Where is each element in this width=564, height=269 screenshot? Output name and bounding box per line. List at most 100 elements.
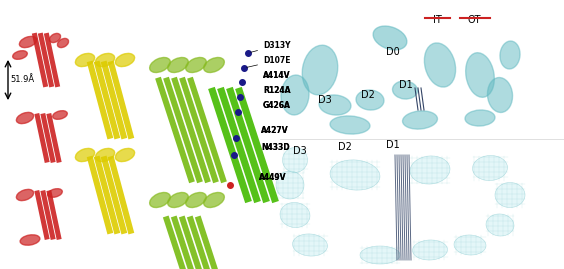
Ellipse shape [168,58,188,73]
Text: A449V: A449V [259,173,287,182]
Ellipse shape [20,235,40,245]
Bar [94,155,120,234]
Bar [195,215,219,269]
Bar [171,77,211,183]
Bar [163,215,187,269]
Text: N433D: N433D [261,143,290,152]
Ellipse shape [50,33,60,43]
Ellipse shape [465,110,495,126]
Text: D3: D3 [293,146,307,156]
Ellipse shape [16,189,34,201]
Bar [34,113,50,163]
Ellipse shape [19,36,37,48]
Ellipse shape [95,54,114,67]
Bar [217,87,261,203]
Ellipse shape [52,111,67,119]
Bar [171,215,195,269]
Text: D313Y: D313Y [250,41,290,52]
Bar [187,215,211,269]
Bar [179,77,219,183]
Bar [94,61,120,139]
Text: G426A: G426A [263,101,291,110]
Ellipse shape [473,155,508,180]
Ellipse shape [302,45,338,95]
Bar [179,215,203,269]
Ellipse shape [356,90,384,110]
Ellipse shape [283,147,307,172]
Ellipse shape [149,193,170,207]
Bar [41,190,56,240]
Bar [87,61,113,139]
Text: A414V: A414V [263,71,290,80]
Bar [108,61,134,139]
Bar [44,33,60,87]
Bar [38,33,54,87]
Bar [101,155,127,234]
Bar [101,61,127,139]
Ellipse shape [466,53,494,97]
Text: A427V: A427V [261,126,289,135]
Ellipse shape [12,51,27,59]
Ellipse shape [280,203,310,228]
Ellipse shape [76,54,95,67]
Bar [41,113,56,163]
Text: D0: D0 [386,47,400,57]
Ellipse shape [168,193,188,207]
Ellipse shape [293,234,328,256]
Bar [163,77,203,183]
Bar [208,87,252,203]
Bar [155,77,195,183]
Text: 51.9Å: 51.9Å [10,76,34,84]
Ellipse shape [487,77,513,112]
Bar [34,190,50,240]
Ellipse shape [58,38,69,48]
Bar [32,33,48,87]
Text: A449V: A449V [259,173,287,182]
Ellipse shape [48,189,62,197]
Ellipse shape [373,26,407,50]
Ellipse shape [495,182,525,207]
Ellipse shape [360,246,400,264]
Text: D2: D2 [338,142,352,152]
Ellipse shape [95,148,114,162]
Ellipse shape [410,156,450,184]
Bar [46,113,61,163]
Ellipse shape [116,148,135,162]
Bar [226,87,270,203]
Bar [46,190,61,240]
Text: G426A: G426A [263,101,291,110]
Text: A414V: A414V [263,71,290,80]
Ellipse shape [116,54,135,67]
Ellipse shape [330,116,370,134]
Bar [0,0,280,269]
Ellipse shape [424,43,456,87]
Text: D107E: D107E [246,56,290,67]
Text: R124A: R124A [263,86,290,95]
Text: D1: D1 [399,80,413,90]
Text: D2: D2 [361,90,375,100]
Bar [87,155,113,234]
Ellipse shape [319,95,351,115]
Text: A427V: A427V [261,126,289,135]
Ellipse shape [486,214,514,236]
Ellipse shape [76,148,95,162]
Text: D1: D1 [386,140,400,150]
Ellipse shape [16,112,34,124]
Ellipse shape [403,111,438,129]
Ellipse shape [281,75,309,115]
Bar [235,87,279,203]
Ellipse shape [330,160,380,190]
Ellipse shape [204,58,224,73]
Ellipse shape [186,58,206,73]
Ellipse shape [412,240,447,260]
Ellipse shape [454,235,486,255]
Ellipse shape [204,193,224,207]
Text: N433D: N433D [261,143,290,152]
Ellipse shape [186,193,206,207]
Bar [280,0,564,269]
Bar [108,155,134,234]
Ellipse shape [393,81,417,99]
Text: IT: IT [433,15,442,25]
Text: OT: OT [467,15,481,25]
Bar [187,77,227,183]
